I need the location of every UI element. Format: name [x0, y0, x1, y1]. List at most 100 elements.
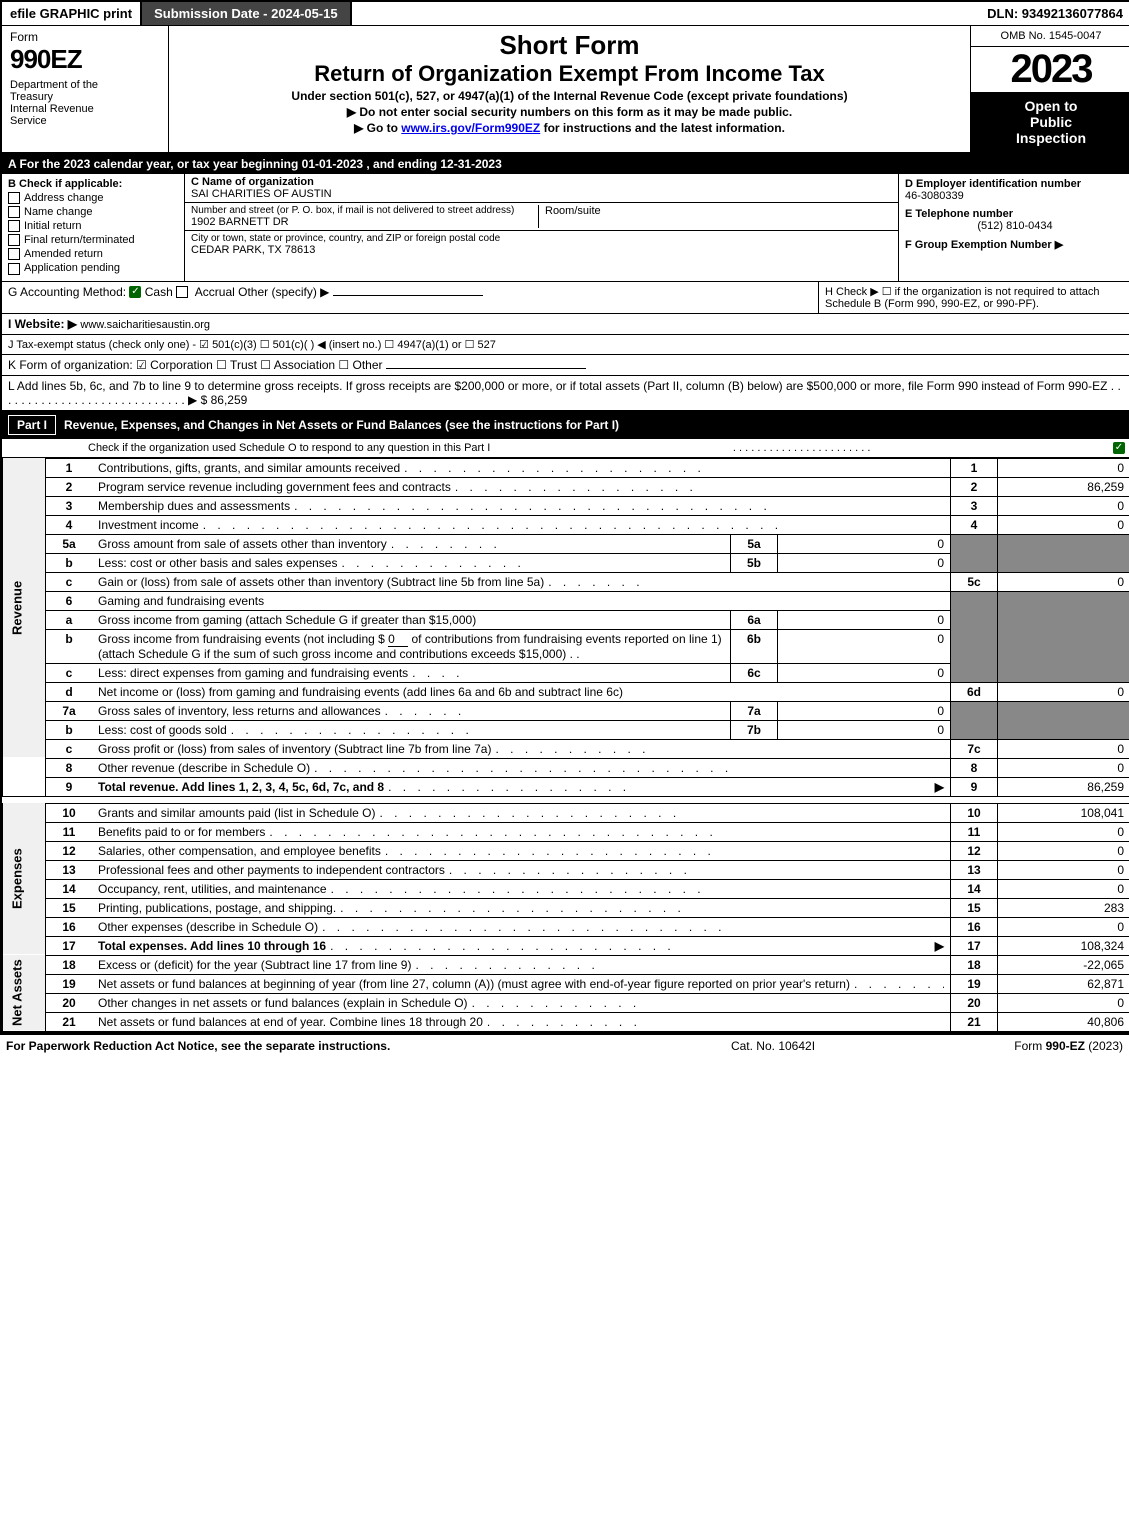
form-header: Form 990EZ Department of theTreasuryInte…	[2, 26, 1129, 154]
part1-check-text: Check if the organization used Schedule …	[8, 442, 490, 454]
checkbox-icon	[8, 192, 20, 204]
line-1: Revenue 1 Contributions, gifts, grants, …	[3, 458, 1129, 477]
submission-date: Submission Date - 2024-05-15	[142, 2, 352, 25]
page-footer: For Paperwork Reduction Act Notice, see …	[0, 1034, 1129, 1057]
row-h: H Check ▶ ☐ if the organization is not r…	[818, 282, 1129, 313]
check-name-change[interactable]: Name change	[8, 206, 178, 218]
row-i: I Website: ▶ www.saicharitiesaustin.org	[2, 314, 1129, 335]
goto-suffix: for instructions and the latest informat…	[540, 121, 785, 135]
check-final-return[interactable]: Final return/terminated	[8, 234, 178, 246]
checkbox-icon	[8, 263, 20, 275]
grey-cell	[951, 591, 998, 682]
part1-check-row: Check if the organization used Schedule …	[2, 439, 1129, 458]
line-15: 15 Printing, publications, postage, and …	[3, 898, 1129, 917]
checkbox-icon	[8, 206, 20, 218]
sidetab-revenue: Revenue	[3, 458, 46, 758]
line-11: 11 Benefits paid to or for members. . . …	[3, 822, 1129, 841]
topbar: efile GRAPHIC print Submission Date - 20…	[2, 2, 1129, 26]
check-initial-return[interactable]: Initial return	[8, 220, 178, 232]
check-address-change[interactable]: Address change	[8, 192, 178, 204]
line-16: 16 Other expenses (describe in Schedule …	[3, 917, 1129, 936]
city-value: CEDAR PARK, TX 78613	[191, 244, 892, 256]
tel-value: (512) 810-0434	[905, 220, 1125, 232]
form-container: efile GRAPHIC print Submission Date - 20…	[0, 0, 1129, 1034]
grey-cell	[951, 534, 998, 572]
addr-label: Number and street (or P. O. box, if mail…	[191, 205, 538, 216]
col-b-heading: B Check if applicable:	[8, 178, 178, 190]
line-5a: 5a Gross amount from sale of assets othe…	[3, 534, 1129, 553]
checkbox-icon	[8, 220, 20, 232]
tel-field: E Telephone number (512) 810-0434	[905, 208, 1125, 232]
row-l-text: L Add lines 5b, 6c, and 7b to line 9 to …	[8, 379, 1107, 393]
grey-cell	[998, 701, 1129, 739]
header-right: OMB No. 1545-0047 2023 Open to Public In…	[971, 26, 1129, 152]
line-7a: 7a Gross sales of inventory, less return…	[3, 701, 1129, 720]
line-8: 8 Other revenue (describe in Schedule O)…	[3, 758, 1129, 777]
line-4: 4 Investment income. . . . . . . . . . .…	[3, 515, 1129, 534]
line-21: 21 Net assets or fund balances at end of…	[3, 1012, 1129, 1031]
line-19: 19 Net assets or fund balances at beginn…	[3, 974, 1129, 993]
org-name-value: SAI CHARITIES OF AUSTIN	[191, 188, 892, 200]
line-2: 2 Program service revenue including gove…	[3, 477, 1129, 496]
footer-mid: Cat. No. 10642I	[623, 1039, 923, 1053]
row-gh: G Accounting Method: ✓ Cash Accrual Othe…	[2, 282, 1129, 314]
header-left: Form 990EZ Department of theTreasuryInte…	[2, 26, 169, 152]
check-amended-return[interactable]: Amended return	[8, 248, 178, 260]
line-5c: c Gain or (loss) from sale of assets oth…	[3, 572, 1129, 591]
row-g: G Accounting Method: ✓ Cash Accrual Othe…	[2, 282, 818, 313]
subtitle-ssn: ▶ Do not enter social security numbers o…	[173, 105, 966, 119]
ein-field: D Employer identification number 46-3080…	[905, 178, 1125, 202]
line-18: Net Assets 18 Excess or (deficit) for th…	[3, 955, 1129, 974]
subtitle-link-row: ▶ Go to www.irs.gov/Form990EZ for instru…	[173, 121, 966, 135]
line-10: Expenses 10 Grants and similar amounts p…	[3, 803, 1129, 822]
part1-title: Revenue, Expenses, and Changes in Net As…	[64, 418, 619, 432]
part1-label: Part I	[8, 415, 56, 435]
line-6: 6 Gaming and fundraising events	[3, 591, 1129, 610]
sidetab-blank	[3, 758, 46, 796]
form-label: Form	[10, 30, 160, 44]
arrow-icon: ▶	[935, 780, 944, 794]
line-a: A For the 2023 calendar year, or tax yea…	[2, 154, 1129, 174]
group-field: F Group Exemption Number ▶	[905, 238, 1125, 251]
check-icon: ✓	[1113, 442, 1125, 454]
check-icon: ✓	[129, 286, 141, 298]
org-name-label: C Name of organization	[191, 176, 892, 188]
footer-right: Form 990-EZ (2023)	[923, 1039, 1123, 1053]
irs-link[interactable]: www.irs.gov/Form990EZ	[401, 121, 540, 135]
footer-left: For Paperwork Reduction Act Notice, see …	[6, 1039, 623, 1053]
line-7c: c Gross profit or (loss) from sales of i…	[3, 739, 1129, 758]
addr-value: 1902 BARNETT DR	[191, 216, 538, 228]
row-k: K Form of organization: ☑ Corporation ☐ …	[2, 355, 1129, 376]
arrow-icon: ▶	[935, 939, 944, 953]
open-line1: Open to	[975, 98, 1127, 114]
room-suite-label: Room/suite	[538, 205, 892, 228]
checkbox-icon	[8, 248, 20, 260]
checkbox-icon	[176, 286, 188, 298]
open-inspection-box: Open to Public Inspection	[971, 92, 1129, 152]
line-3: 3 Membership dues and assessments. . . .…	[3, 496, 1129, 515]
goto-prefix: ▶ Go to	[354, 121, 401, 135]
col-c: C Name of organization SAI CHARITIES OF …	[185, 174, 899, 281]
line-14: 14 Occupancy, rent, utilities, and maint…	[3, 879, 1129, 898]
section-bcd: B Check if applicable: Address change Na…	[2, 174, 1129, 282]
group-label: F Group Exemption Number ▶	[905, 238, 1125, 251]
line-6d: d Net income or (loss) from gaming and f…	[3, 682, 1129, 701]
form-number: 990EZ	[10, 44, 160, 75]
title-return: Return of Organization Exempt From Incom…	[173, 61, 966, 87]
efile-label[interactable]: efile GRAPHIC print	[2, 2, 142, 25]
col-b: B Check if applicable: Address change Na…	[2, 174, 185, 281]
subtitle-section: Under section 501(c), 527, or 4947(a)(1)…	[173, 89, 966, 103]
check-application-pending[interactable]: Application pending	[8, 262, 178, 274]
part1-header: Part I Revenue, Expenses, and Changes in…	[2, 411, 1129, 439]
sidetab-netassets: Net Assets	[3, 955, 46, 1031]
city-label: City or town, state or province, country…	[191, 233, 892, 244]
omb-number: OMB No. 1545-0047	[971, 26, 1129, 47]
grey-cell	[998, 534, 1129, 572]
row-l: L Add lines 5b, 6c, and 7b to line 9 to …	[2, 376, 1129, 411]
department-label: Department of theTreasuryInternal Revenu…	[10, 79, 160, 127]
row-l-amount: ▶ $ 86,259	[188, 393, 247, 407]
line-12: 12 Salaries, other compensation, and emp…	[3, 841, 1129, 860]
sidetab-expenses: Expenses	[3, 803, 46, 955]
grey-cell	[951, 701, 998, 739]
tel-label: E Telephone number	[905, 208, 1125, 220]
